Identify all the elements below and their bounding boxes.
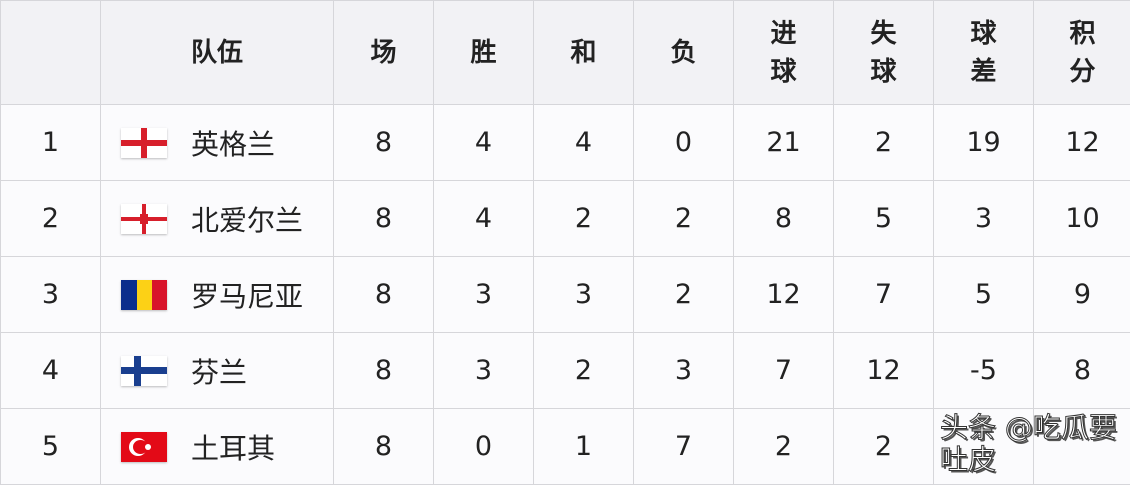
cell-goals-against: 2 <box>834 409 934 485</box>
cell-team: 英格兰 <box>101 105 334 181</box>
cell-points: 12 <box>1034 105 1130 181</box>
cell-drawn: 1 <box>534 409 634 485</box>
cell-team: 芬兰 <box>101 333 334 409</box>
cell-won: 3 <box>434 333 534 409</box>
cell-goal-diff: 5 <box>934 257 1034 333</box>
cell-lost: 3 <box>634 333 734 409</box>
cell-won: 4 <box>434 181 534 257</box>
cell-played: 8 <box>334 257 434 333</box>
cell-drawn: 4 <box>534 105 634 181</box>
cell-team: 土耳其 <box>101 409 334 485</box>
cell-goals-against: 2 <box>834 105 934 181</box>
cell-goal-diff: 19 <box>934 105 1034 181</box>
cell-goals-for: 7 <box>734 333 834 409</box>
watermark: 头条 @吃瓜要吐皮 <box>940 412 1126 476</box>
finland-flag-icon <box>121 356 167 386</box>
cell-won: 3 <box>434 257 534 333</box>
romania-flag-icon <box>121 280 167 310</box>
turkey-flag-icon <box>121 432 167 462</box>
team-name: 芬兰 <box>191 356 247 389</box>
cell-goals-for: 12 <box>734 257 834 333</box>
cell-lost: 0 <box>634 105 734 181</box>
cell-team: 北爱尔兰 <box>101 181 334 257</box>
cell-points: 9 <box>1034 257 1130 333</box>
cell-team: 罗马尼亚 <box>101 257 334 333</box>
team-name: 土耳其 <box>191 432 275 465</box>
northern-ireland-flag-icon <box>121 204 167 234</box>
england-flag-icon <box>121 128 167 158</box>
header-lost: 负 <box>634 1 734 105</box>
header-drawn: 和 <box>534 1 634 105</box>
header-row: 队伍场胜和负进球失球球差积分 <box>1 1 1130 105</box>
cell-drawn: 2 <box>534 181 634 257</box>
cell-goals-for: 21 <box>734 105 834 181</box>
cell-points: 8 <box>1034 333 1130 409</box>
team-name: 英格兰 <box>191 128 275 161</box>
header-goal-diff: 球差 <box>934 1 1034 105</box>
cell-goals-against: 12 <box>834 333 934 409</box>
cell-rank: 4 <box>1 333 101 409</box>
cell-lost: 2 <box>634 257 734 333</box>
header-goals-for: 进球 <box>734 1 834 105</box>
cell-played: 8 <box>334 181 434 257</box>
team-name: 罗马尼亚 <box>191 280 303 313</box>
cell-played: 8 <box>334 105 434 181</box>
cell-goals-for: 8 <box>734 181 834 257</box>
header-won: 胜 <box>434 1 534 105</box>
header-played: 场 <box>334 1 434 105</box>
header-team: 队伍 <box>101 1 334 105</box>
cell-rank: 1 <box>1 105 101 181</box>
header-rank <box>1 1 101 105</box>
header-points: 积分 <box>1034 1 1130 105</box>
cell-played: 8 <box>334 333 434 409</box>
cell-won: 0 <box>434 409 534 485</box>
cell-drawn: 2 <box>534 333 634 409</box>
team-name: 北爱尔兰 <box>191 204 303 237</box>
cell-rank: 2 <box>1 181 101 257</box>
cell-rank: 3 <box>1 257 101 333</box>
cell-goals-against: 7 <box>834 257 934 333</box>
cell-played: 8 <box>334 409 434 485</box>
cell-won: 4 <box>434 105 534 181</box>
cell-lost: 7 <box>634 409 734 485</box>
cell-goals-against: 5 <box>834 181 934 257</box>
cell-goals-for: 2 <box>734 409 834 485</box>
cell-lost: 2 <box>634 181 734 257</box>
cell-drawn: 3 <box>534 257 634 333</box>
cell-points: 10 <box>1034 181 1130 257</box>
header-goals-against: 失球 <box>834 1 934 105</box>
cell-goal-diff: -5 <box>934 333 1034 409</box>
cell-rank: 5 <box>1 409 101 485</box>
cell-goal-diff: 3 <box>934 181 1034 257</box>
